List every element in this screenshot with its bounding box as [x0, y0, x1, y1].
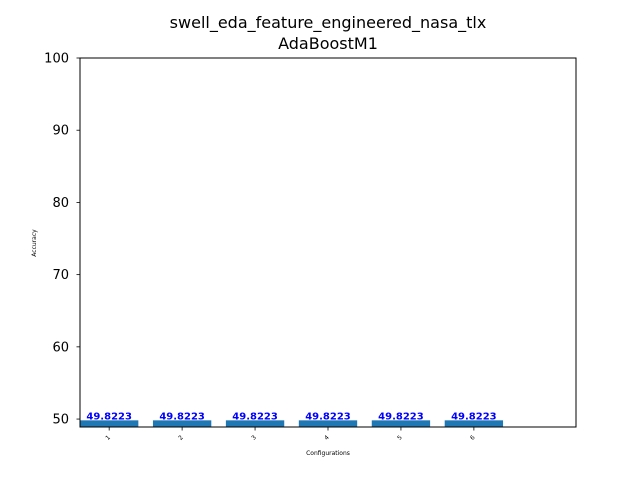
data-label-4: 49.8223	[305, 411, 351, 422]
y-tick-label-50: 50	[52, 413, 69, 428]
x-tick-label-3: 3	[250, 434, 258, 442]
data-label-1: 49.8223	[86, 411, 132, 422]
y-axis-ticks: 50 60 70 80 90 100	[44, 52, 80, 428]
chart-title: swell_eda_feature_engineered_nasa_tlx	[170, 13, 487, 33]
bar-6	[444, 420, 504, 427]
x-tick-label-1: 1	[104, 434, 112, 442]
bar-2	[152, 420, 212, 427]
plot-frame	[79, 57, 577, 428]
y-tick-label-60: 60	[52, 340, 69, 355]
bar-3	[225, 420, 285, 427]
y-axis-label: Accuracy	[31, 229, 38, 257]
x-axis-ticks: 1 2 3 4 5 6	[104, 427, 477, 442]
y-tick-label-80: 80	[52, 196, 69, 211]
bar-4	[298, 420, 358, 427]
y-tick-label-100: 100	[44, 52, 69, 67]
y-tick-label-70: 70	[52, 268, 69, 283]
x-tick-label-2: 2	[177, 434, 185, 442]
data-label-6: 49.8223	[451, 411, 497, 422]
y-tick-label-90: 90	[52, 124, 69, 139]
data-label-2: 49.8223	[159, 411, 205, 422]
data-label-3: 49.8223	[232, 411, 278, 422]
data-labels: 49.8223 49.8223 49.8223 49.8223 49.8223 49.82…	[86, 411, 496, 422]
x-axis-label: Configurations	[306, 450, 350, 457]
x-tick-label-4: 4	[323, 434, 331, 442]
bar-1	[80, 420, 139, 427]
chart-subtitle: AdaBoostM1	[278, 34, 378, 53]
x-tick-label-6: 6	[469, 434, 477, 442]
data-label-5: 49.8223	[378, 411, 424, 422]
bar-5	[371, 420, 431, 427]
x-tick-label-5: 5	[396, 434, 404, 442]
bars	[80, 420, 504, 427]
